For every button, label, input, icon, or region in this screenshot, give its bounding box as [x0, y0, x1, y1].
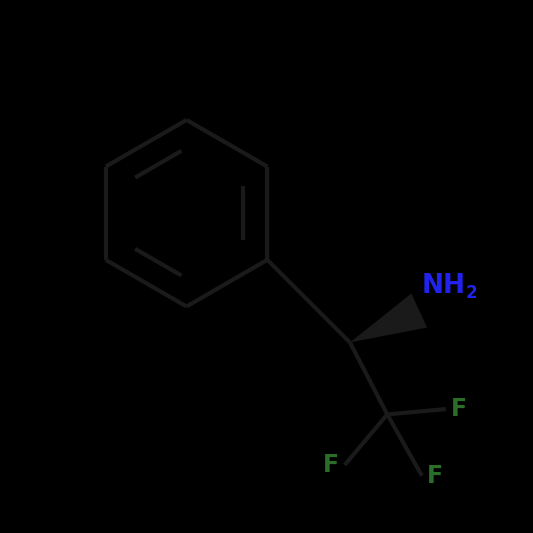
Text: F: F [323, 453, 340, 477]
Text: F: F [427, 464, 443, 488]
Text: F: F [451, 397, 467, 421]
Text: 2: 2 [466, 284, 477, 302]
Text: NH: NH [422, 273, 466, 298]
Polygon shape [350, 294, 427, 343]
